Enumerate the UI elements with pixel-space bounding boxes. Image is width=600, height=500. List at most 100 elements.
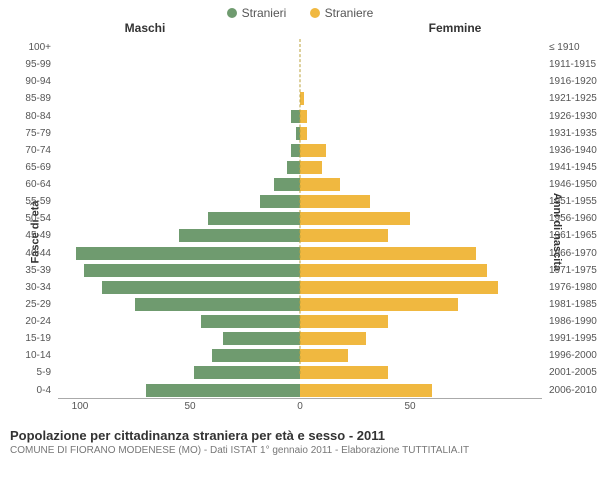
bar-side-male (58, 227, 300, 244)
bar-side-female (300, 159, 542, 176)
bar-male (274, 178, 300, 191)
bar-side-male (58, 347, 300, 364)
bar-side-female (300, 210, 542, 227)
x-tick: 100 (72, 401, 89, 412)
column-headers: Maschi Femmine (0, 21, 600, 39)
bar-side-female (300, 245, 542, 262)
chart-subtitle: COMUNE DI FIORANO MODENESE (MO) - Dati I… (10, 445, 590, 456)
bar-male (201, 315, 300, 328)
y-tick-age: 65-69 (0, 159, 55, 176)
y-tick-age: 25-29 (0, 296, 55, 313)
y-tick-age: 60-64 (0, 176, 55, 193)
legend-label-male: Stranieri (242, 6, 287, 20)
bar-side-female (300, 347, 542, 364)
legend-swatch-male (227, 8, 237, 18)
bar-male (135, 298, 300, 311)
column-header-female: Femmine (310, 21, 600, 35)
bar-female (300, 110, 307, 123)
x-tick: 50 (404, 401, 415, 412)
y-tick-birth: 1956-1960 (545, 210, 600, 227)
bar-side-female (300, 39, 542, 56)
bar-male (76, 247, 300, 260)
bar-female (300, 144, 326, 157)
y-tick-birth: 1931-1935 (545, 125, 600, 142)
y-tick-birth: 1926-1930 (545, 108, 600, 125)
bar-male (194, 366, 300, 379)
bar-side-male (58, 108, 300, 125)
y-tick-age: 5-9 (0, 364, 55, 381)
bar-side-male (58, 39, 300, 56)
bar-female (300, 384, 432, 397)
legend-label-female: Straniere (325, 6, 374, 20)
bar-side-male (58, 193, 300, 210)
y-tick-birth: 1981-1985 (545, 296, 600, 313)
bar-female (300, 92, 304, 105)
bar-male (84, 264, 300, 277)
y-tick-age: 75-79 (0, 125, 55, 142)
bar-male (223, 332, 300, 345)
bar-female (300, 229, 388, 242)
y-tick-birth: 2006-2010 (545, 382, 600, 399)
bar-side-female (300, 382, 542, 399)
bar-male (102, 281, 300, 294)
bar-side-male (58, 176, 300, 193)
y-tick-birth: 1951-1955 (545, 193, 600, 210)
bar-side-male (58, 159, 300, 176)
bar-side-female (300, 142, 542, 159)
bar-female (300, 281, 498, 294)
bar-side-female (300, 296, 542, 313)
y-tick-birth: 1941-1945 (545, 159, 600, 176)
bar-side-female (300, 90, 542, 107)
bar-side-female (300, 364, 542, 381)
chart-title: Popolazione per cittadinanza straniera p… (10, 428, 590, 443)
bar-side-male (58, 313, 300, 330)
bar-female (300, 195, 370, 208)
bar-side-female (300, 330, 542, 347)
bar-side-female (300, 313, 542, 330)
y-tick-age: 35-39 (0, 262, 55, 279)
y-tick-age: 40-44 (0, 245, 55, 262)
bar-female (300, 178, 340, 191)
bar-female (300, 247, 476, 260)
y-axis-left: 100+95-9990-9485-8980-8475-7970-7465-696… (0, 39, 55, 399)
y-tick-birth: 1966-1970 (545, 245, 600, 262)
bar-side-female (300, 108, 542, 125)
x-tick: 50 (184, 401, 195, 412)
bar-side-female (300, 193, 542, 210)
center-divider (300, 39, 301, 374)
bar-side-male (58, 330, 300, 347)
y-tick-age: 30-34 (0, 279, 55, 296)
bar-side-male (58, 245, 300, 262)
y-tick-age: 50-54 (0, 210, 55, 227)
y-tick-age: 80-84 (0, 108, 55, 125)
y-tick-age: 95-99 (0, 56, 55, 73)
y-tick-birth: 1911-1915 (545, 56, 600, 73)
bar-side-male (58, 142, 300, 159)
bar-male (287, 161, 300, 174)
bar-side-female (300, 56, 542, 73)
y-tick-birth: 1976-1980 (545, 279, 600, 296)
y-tick-age: 55-59 (0, 193, 55, 210)
bar-side-female (300, 279, 542, 296)
bars-region (58, 39, 542, 399)
bar-side-female (300, 176, 542, 193)
y-tick-age: 90-94 (0, 73, 55, 90)
bar-female (300, 298, 458, 311)
bar-side-female (300, 125, 542, 142)
y-tick-age: 20-24 (0, 313, 55, 330)
bar-side-male (58, 296, 300, 313)
bar-male (208, 212, 300, 225)
y-tick-birth: ≤ 1910 (545, 39, 600, 56)
y-tick-birth: 1946-1950 (545, 176, 600, 193)
bar-side-male (58, 125, 300, 142)
column-header-male: Maschi (0, 21, 290, 35)
bar-female (300, 127, 307, 140)
x-axis: 10050050 (58, 398, 542, 424)
y-tick-birth: 1921-1925 (545, 90, 600, 107)
y-tick-birth: 1991-1995 (545, 330, 600, 347)
y-tick-birth: 2001-2005 (545, 364, 600, 381)
bar-side-male (58, 90, 300, 107)
bar-side-male (58, 56, 300, 73)
legend-item-male: Stranieri (227, 6, 287, 20)
bar-side-male (58, 382, 300, 399)
